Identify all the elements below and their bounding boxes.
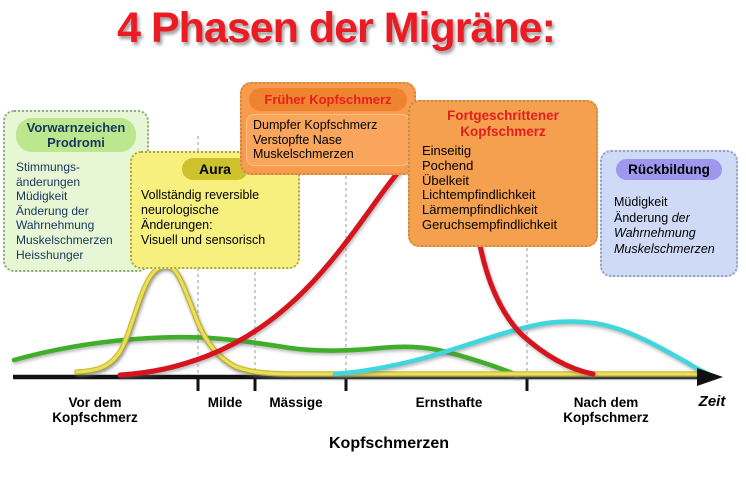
symptom-line: Änderung der xyxy=(614,211,736,227)
symptom-line: änderungen xyxy=(16,174,81,189)
axis-label-nach-dem-kopfschmerz: Nach dem Kopfschmerz xyxy=(536,395,676,425)
symptom-line: Übelkeit xyxy=(422,172,469,188)
axis-label-line: Ernsthafte xyxy=(415,395,483,410)
phase-box-fortgeschrittener-kopfschmerz: Fortgeschrittener Kopfschmerz Einseitig … xyxy=(408,100,598,247)
symptom-line: Lärmempfindlichkeit xyxy=(422,202,538,218)
phase-header-line: Prodromi xyxy=(47,135,105,150)
phase-header-aura: Aura xyxy=(182,158,248,180)
symptom-line: Änderungen: xyxy=(141,218,213,232)
symptom-line: Heisshunger xyxy=(16,247,84,262)
symptom-line: Muskelschmerzen xyxy=(16,232,113,247)
symptom-line: Änderung der xyxy=(16,203,89,218)
axis-label-line: Vor dem xyxy=(68,395,122,410)
axis-label-line: Milde xyxy=(207,395,243,410)
symptom-line: Verstopfte Nase xyxy=(253,132,342,147)
phase-header-prodromi: Vorwarnzeichen Prodromi xyxy=(16,118,136,152)
symptom-line: Wahrnehmung xyxy=(614,226,696,240)
phase-symptoms-aura: Vollständig reversible neurologische Änd… xyxy=(132,188,298,248)
curve-aura-yellow xyxy=(74,263,700,377)
curve-aura-yellow-highlight xyxy=(75,264,699,376)
symptom-line: Vollständig reversible xyxy=(141,188,260,202)
phase-symptoms-prodromi: Stimmungs- änderungen Müdigkeit Änderung… xyxy=(5,160,147,262)
curve-rueckbildung-cyan xyxy=(332,319,713,378)
phase-header-fortgeschrittener: Fortgeschrittener Kopfschmerz xyxy=(410,108,596,140)
axis-label-maessige: Mässige xyxy=(256,395,336,410)
axis-label-line: Kopfschmerz xyxy=(563,410,649,425)
axis-label-ernsthafte: Ernsthafte xyxy=(399,395,499,410)
symptom-line: Muskelschmerzen xyxy=(253,147,354,161)
axis-label-vor-dem-kopfschmerz: Vor dem Kopfschmerz xyxy=(25,395,165,425)
phase-header-frueher-kopfschmerz: Früher Kopfschmerz xyxy=(249,88,407,111)
symptom-line: Muskelschmerzen xyxy=(614,241,715,256)
symptom-line: Geruchsempfindlichkeit xyxy=(422,216,558,232)
phase-header-line: Vorwarnzeichen xyxy=(26,120,126,135)
symptom-line: Lichtempfindlichkeit xyxy=(422,187,536,203)
axis-label-line: Nach dem xyxy=(573,395,639,410)
axis-label-line: Kopfschmerz xyxy=(52,410,138,425)
phase-header-line: Fortgeschrittener xyxy=(447,108,559,123)
phase-symptoms-frueher: Dumpfer Kopfschmerz Verstopfte Nase Musk… xyxy=(246,114,410,166)
phase-header-line: Kopfschmerz xyxy=(460,124,546,139)
phase-box-frueher-kopfschmerz: Früher Kopfschmerz Dumpfer Kopfschmerz V… xyxy=(240,82,416,175)
axis-ticks xyxy=(196,377,529,391)
symptom-line: neurologische xyxy=(141,203,219,217)
phase-box-prodromi: Vorwarnzeichen Prodromi Stimmungs- änder… xyxy=(3,110,149,272)
phase-box-rueckbildung: Rückbildung Müdigkeit Änderung der Wahrn… xyxy=(600,150,738,277)
symptom-line: Müdigkeit xyxy=(16,189,68,204)
axis-label-zeit: Zeit xyxy=(698,393,726,410)
phase-symptoms-fortgeschrittener: Einseitig Pochend Übelkeit Lichtempfindl… xyxy=(410,143,596,233)
axis-title-kopfschmerzen: Kopfschmerzen xyxy=(328,435,450,452)
symptom-text: Änderung xyxy=(614,210,672,225)
axis-label-milde: Milde xyxy=(185,395,265,410)
axis-arrow-icon xyxy=(697,368,723,386)
phase-header-rueckbildung: Rückbildung xyxy=(616,159,722,180)
symptom-line: Visuell und sensorisch xyxy=(141,233,266,247)
phase-symptoms-rueckbildung: Müdigkeit Änderung der Wahrnehmung Muske… xyxy=(602,195,736,257)
symptom-line: Stimmungs- xyxy=(16,160,81,174)
symptom-line: Dumpfer Kopfschmerz xyxy=(253,118,378,132)
symptom-line: Einseitig xyxy=(422,143,472,158)
symptom-line: Wahrnehmung xyxy=(16,218,95,233)
axis-label-line: Mässige xyxy=(269,395,323,410)
symptom-line: Pochend xyxy=(422,157,474,173)
symptom-line: Müdigkeit xyxy=(614,195,668,209)
symptom-text-italic: der xyxy=(671,210,690,225)
page-title: 4 Phasen der Migräne: xyxy=(117,4,556,52)
